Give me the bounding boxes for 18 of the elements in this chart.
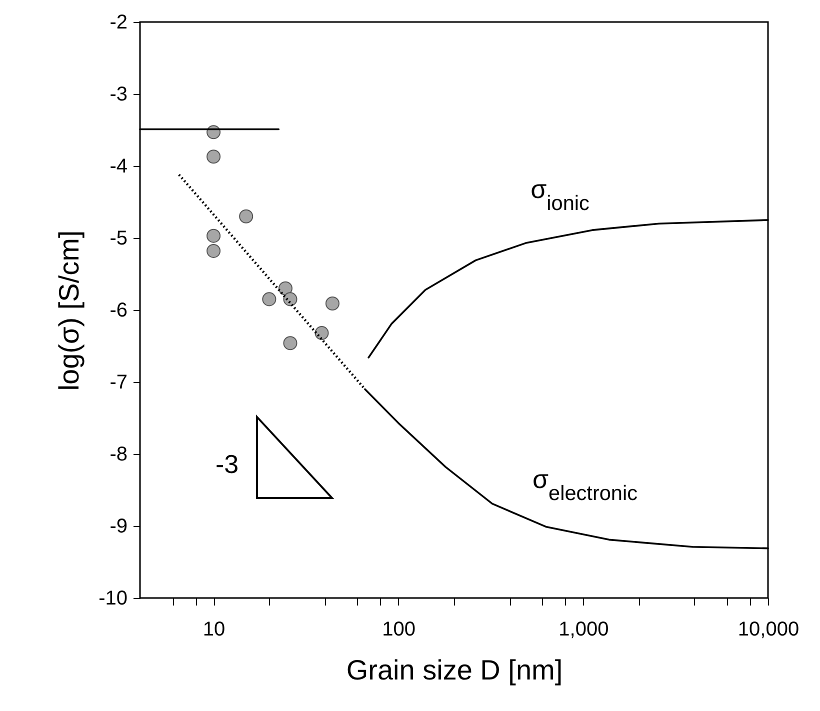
x-tick-label: 100 (382, 618, 416, 640)
annotation: σ$_{electronic}$ (532, 464, 638, 504)
y-tick-label: -8 (110, 444, 128, 466)
y-axis-title: log(σ) [S/cm] (54, 230, 85, 391)
x-tick-label: 10,000 (738, 618, 800, 640)
y-tick-label: -5 (110, 228, 128, 250)
y-tick-label: -3 (110, 84, 128, 106)
annotation: σ$_{ionic}$ (530, 174, 590, 214)
y-tick-label: -6 (110, 300, 128, 322)
y-tick-label: -10 (98, 588, 128, 610)
x-tick-label: 10 (202, 618, 226, 640)
x-tick-label: 1,000 (558, 618, 609, 640)
x-axis-title: Grain size D [nm] (346, 654, 563, 686)
y-tick-label: -4 (110, 156, 128, 178)
annotation: -3 (215, 449, 239, 479)
y-tick-label: -2 (110, 12, 128, 34)
y-tick-label: -9 (110, 516, 128, 538)
y-tick-label: -7 (110, 372, 128, 394)
